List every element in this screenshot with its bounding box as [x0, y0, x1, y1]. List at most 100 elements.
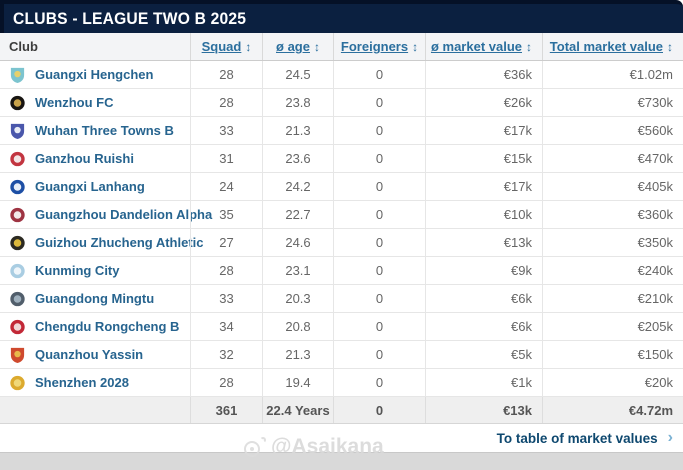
totals-row: 361 22.4 Years 0 €13k €4.72m [0, 397, 683, 424]
club-badge-icon [10, 207, 25, 222]
club-badge-icon [10, 347, 25, 363]
foreigners-cell: 0 [333, 173, 425, 200]
club-link[interactable]: Guangxi Hengchen [35, 67, 154, 82]
avg-age-cell: 19.4 [262, 369, 333, 396]
sort-icon[interactable]: ↕ [245, 39, 252, 54]
club-link[interactable]: Guangxi Lanhang [35, 179, 145, 194]
total-market-value-cell: €360k [542, 201, 683, 228]
club-badge-icon [10, 235, 25, 250]
club-cell: Guangxi Lanhang [0, 173, 190, 200]
avg-age-cell: 21.3 [262, 341, 333, 368]
squad-cell: 32 [190, 341, 262, 368]
club-cell: Guangxi Hengchen [0, 61, 190, 88]
table-row: Wenzhou FC 28 23.8 0 €26k €730k [0, 89, 683, 117]
club-badge-icon [10, 95, 25, 110]
club-cell: Guangdong Mingtu [0, 285, 190, 312]
avg-age-cell: 24.2 [262, 173, 333, 200]
totals-total-market-value: €4.72m [542, 397, 683, 423]
column-header-avg-market-value[interactable]: ø market value ↕ [425, 33, 542, 60]
foreigners-cell: 0 [333, 369, 425, 396]
column-header-squad[interactable]: Squad ↕ [190, 33, 262, 60]
to-market-values-link[interactable]: To table of market values › [496, 429, 673, 446]
column-header-total-market-value[interactable]: Total market value ↕ [542, 33, 683, 60]
table-row: Wuhan Three Towns B 33 21.3 0 €17k €560k [0, 117, 683, 145]
totals-foreigners: 0 [333, 397, 425, 423]
total-market-value-cell: €1.02m [542, 61, 683, 88]
avg-age-cell: 23.8 [262, 89, 333, 116]
table-row: Shenzhen 2028 28 19.4 0 €1k €20k [0, 369, 683, 397]
foreigners-cell: 0 [333, 117, 425, 144]
club-link[interactable]: Chengdu Rongcheng B [35, 319, 180, 334]
table-row: Quanzhou Yassin 32 21.3 0 €5k €150k [0, 341, 683, 369]
total-market-value-cell: €405k [542, 173, 683, 200]
total-market-value-cell: €730k [542, 89, 683, 116]
avg-market-value-cell: €17k [425, 117, 542, 144]
sort-icon[interactable]: ↕ [526, 39, 532, 54]
club-link[interactable]: Kunming City [35, 263, 120, 278]
table-row: Ganzhou Ruishi 31 23.6 0 €15k €470k [0, 145, 683, 173]
foreigners-cell: 0 [333, 285, 425, 312]
avg-age-cell: 23.1 [262, 257, 333, 284]
club-link[interactable]: Guizhou Zhucheng Athletic [35, 235, 204, 250]
avg-market-value-cell: €36k [425, 61, 542, 88]
totals-squad: 361 [190, 397, 262, 423]
squad-cell: 28 [190, 257, 262, 284]
total-market-value-cell: €240k [542, 257, 683, 284]
chevron-right-icon: › [667, 429, 673, 446]
totals-avg-market-value: €13k [425, 397, 542, 423]
club-link[interactable]: Wenzhou FC [35, 95, 114, 110]
footer-row: To table of market values › [0, 424, 683, 452]
title-bar: CLUBS - LEAGUE TWO B 2025 [0, 0, 683, 33]
total-market-value-cell: €20k [542, 369, 683, 396]
sort-icon[interactable]: ↕ [667, 39, 673, 54]
squad-cell: 28 [190, 89, 262, 116]
club-link[interactable]: Quanzhou Yassin [35, 347, 144, 362]
avg-market-value-cell: €6k [425, 313, 542, 340]
club-badge-icon [10, 375, 25, 390]
table-row: Kunming City 28 23.1 0 €9k €240k [0, 257, 683, 285]
avg-age-cell: 24.6 [262, 229, 333, 256]
foreigners-cell: 0 [333, 313, 425, 340]
club-cell: Chengdu Rongcheng B [0, 313, 190, 340]
squad-cell: 27 [190, 229, 262, 256]
squad-cell: 28 [190, 369, 262, 396]
avg-market-value-cell: €26k [425, 89, 542, 116]
club-badge-icon [10, 123, 25, 139]
column-header-age[interactable]: ø age ↕ [262, 33, 333, 60]
club-cell: Guangzhou Dandelion Alpha [0, 201, 212, 228]
column-header-foreigners[interactable]: Foreigners ↕ [333, 33, 425, 60]
totals-club-cell [0, 397, 190, 423]
avg-age-cell: 21.3 [262, 117, 333, 144]
foreigners-cell: 0 [333, 201, 425, 228]
club-cell: Quanzhou Yassin [0, 341, 190, 368]
avg-age-cell: 20.3 [262, 285, 333, 312]
club-link[interactable]: Shenzhen 2028 [35, 375, 129, 390]
club-cell: Wenzhou FC [0, 89, 190, 116]
total-market-value-cell: €470k [542, 145, 683, 172]
club-link[interactable]: Guangdong Mingtu [35, 291, 155, 306]
avg-market-value-cell: €15k [425, 145, 542, 172]
table-row: Guangzhou Dandelion Alpha 35 22.7 0 €10k €360… [0, 201, 683, 229]
table-row: Guizhou Zhucheng Athletic 27 24.6 0 €13k €350… [0, 229, 683, 257]
club-badge-icon [10, 263, 25, 278]
club-badge-icon [10, 179, 25, 194]
table-header-row: Club Squad ↕ ø age ↕ Foreigners ↕ ø mark… [0, 33, 683, 61]
total-market-value-cell: €210k [542, 285, 683, 312]
avg-age-cell: 22.7 [262, 201, 333, 228]
page-title: CLUBS - LEAGUE TWO B 2025 [13, 8, 247, 28]
avg-market-value-cell: €1k [425, 369, 542, 396]
club-link[interactable]: Ganzhou Ruishi [35, 151, 134, 166]
foreigners-cell: 0 [333, 257, 425, 284]
avg-age-cell: 20.8 [262, 313, 333, 340]
total-market-value-cell: €150k [542, 341, 683, 368]
club-link[interactable]: Guangzhou Dandelion Alpha [35, 207, 213, 222]
totals-age: 22.4 Years [262, 397, 333, 423]
club-badge-icon [10, 291, 25, 306]
club-cell: Wuhan Three Towns B [0, 117, 190, 144]
club-link[interactable]: Wuhan Three Towns B [35, 123, 174, 138]
club-cell: Guizhou Zhucheng Athletic [0, 229, 204, 256]
squad-cell: 35 [190, 201, 262, 228]
sort-icon[interactable]: ↕ [412, 39, 419, 54]
table-body: Guangxi Hengchen 28 24.5 0 €36k €1.02m Wenzhou… [0, 61, 683, 397]
sort-icon[interactable]: ↕ [313, 39, 320, 54]
